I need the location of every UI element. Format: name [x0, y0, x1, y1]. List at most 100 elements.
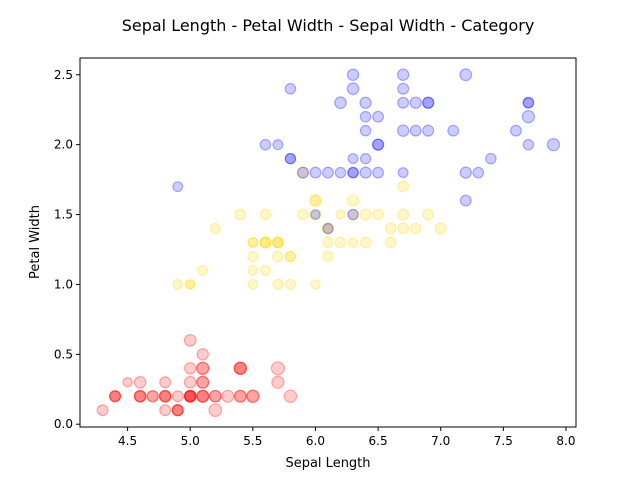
scatter-point	[309, 194, 322, 207]
scatter-point	[396, 124, 410, 137]
scatter-point	[359, 96, 372, 109]
scatter-point	[322, 236, 334, 249]
scatter-point	[485, 152, 497, 165]
scatter-point	[109, 390, 121, 403]
scatter-point	[184, 390, 197, 403]
scatter-point	[284, 82, 297, 95]
scatter-point	[183, 389, 197, 403]
scatter-point	[397, 222, 410, 235]
scatter-point	[158, 389, 172, 403]
scatter-point	[109, 390, 122, 403]
scatter-point	[146, 390, 159, 403]
y-tick-label: 1.0	[54, 277, 73, 291]
scatter-point	[409, 124, 422, 137]
scatter-point	[108, 390, 122, 403]
scatter-point	[158, 389, 172, 403]
scatter-point	[334, 166, 347, 179]
scatter-point	[522, 97, 535, 109]
y-tick-label: 0.5	[54, 347, 73, 361]
scatter-point	[196, 375, 210, 389]
scatter-point	[183, 361, 197, 375]
scatter-point	[346, 82, 360, 96]
scatter-point	[183, 333, 197, 347]
scatter-point	[247, 250, 259, 263]
scatter-point	[133, 375, 147, 389]
y-tick-label: 2.5	[54, 68, 73, 82]
scatter-point	[397, 167, 409, 179]
scatter-point	[296, 208, 309, 221]
scatter-point	[247, 237, 259, 249]
scatter-point	[347, 166, 359, 179]
scatter-point	[347, 153, 359, 165]
scatter-point	[171, 390, 184, 403]
scatter-point	[209, 222, 221, 235]
plot-frame	[79, 57, 577, 428]
scatter-point	[372, 166, 385, 179]
scatter-point	[272, 236, 284, 249]
scatter-point	[134, 390, 147, 403]
scatter-point	[309, 208, 322, 221]
scatter-point	[259, 138, 272, 151]
scatter-point	[384, 222, 397, 235]
scatter-point	[322, 250, 334, 263]
scatter-point	[183, 389, 197, 403]
scatter-point	[271, 375, 285, 389]
x-tick-label: 7.5	[494, 434, 513, 448]
scatter-point	[233, 361, 248, 376]
scatter-point	[259, 208, 272, 221]
scatter-point	[422, 124, 435, 137]
x-tick-label: 5.5	[243, 434, 262, 448]
scatter-point	[247, 237, 259, 248]
scatter-point	[422, 96, 435, 109]
scatter-point	[459, 194, 472, 207]
chart-title: Sepal Length - Petal Width - Sepal Width…	[122, 16, 535, 35]
scatter-point	[234, 361, 247, 375]
scatter-point	[183, 390, 197, 403]
scatter-point	[322, 166, 334, 179]
y-tick-label: 1.5	[54, 208, 73, 222]
scatter-point	[183, 375, 197, 389]
scatter-point	[310, 279, 321, 290]
scatter-point	[334, 236, 347, 249]
scatter-point	[322, 222, 334, 235]
scatter-point	[259, 236, 272, 249]
scatter-point	[171, 404, 184, 417]
scatter-point	[284, 278, 297, 291]
scatter-point	[133, 389, 147, 403]
scatter-point	[184, 390, 197, 403]
scatter-point	[284, 152, 297, 165]
scatter-point	[233, 361, 248, 376]
scatter-point	[196, 361, 210, 375]
y-tick-label: 0.0	[54, 417, 73, 431]
scatter-point	[359, 208, 372, 221]
scatter-point	[397, 208, 410, 221]
scatter-point	[197, 264, 209, 276]
scatter-point	[159, 376, 172, 389]
scatter-point	[272, 236, 284, 249]
scatter-point	[159, 404, 172, 417]
scatter-point	[146, 390, 159, 403]
scatter-point	[233, 389, 247, 403]
scatter-point	[372, 110, 385, 123]
scatter-point	[284, 152, 297, 165]
scatter-point	[346, 194, 360, 207]
scatter-point	[284, 250, 297, 263]
scatter-point	[271, 250, 284, 263]
scatter-point	[521, 110, 536, 124]
x-axis-label: Sepal Length	[285, 456, 370, 471]
scatter-point	[122, 376, 133, 388]
scatter-point	[196, 389, 210, 403]
scatter-point	[296, 166, 309, 179]
x-tick-label: 6.0	[306, 434, 325, 448]
x-tick-label: 4.5	[118, 434, 137, 448]
scatter-point	[384, 236, 397, 249]
x-axis-ticks: 4.5 5.0 5.5 6.0 6.5 7.0 7.5 8.0	[118, 427, 576, 448]
scatter-point	[335, 209, 346, 220]
scatter-point	[133, 390, 147, 403]
points-layer	[96, 68, 561, 418]
scatter-point	[359, 236, 372, 249]
scatter-point	[347, 166, 359, 179]
scatter-point	[283, 389, 298, 404]
scatter-point	[422, 96, 435, 109]
